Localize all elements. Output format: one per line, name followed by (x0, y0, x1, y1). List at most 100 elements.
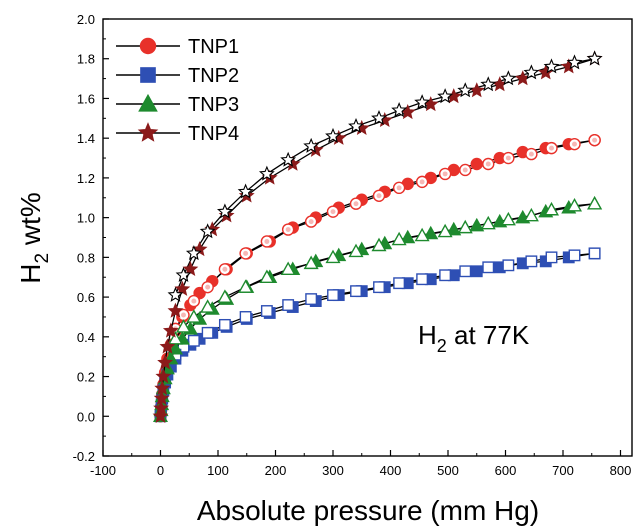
x-tick-label-3: 200 (265, 463, 287, 478)
data-point-tnp2-des-19 (187, 334, 200, 347)
y-tick-label-5: 0.8 (77, 250, 95, 265)
data-point-tnp4-des-5 (480, 76, 497, 92)
data-point-tnp1-des-12 (326, 205, 340, 218)
data-point-tnp1-des-1 (568, 137, 581, 151)
data-point-tnp1-des-15 (260, 235, 274, 248)
data-point-tnp3-ads-21 (400, 229, 416, 244)
data-point-tnp4-des-12 (325, 127, 341, 143)
data-point-tnp3-des-17 (217, 289, 233, 303)
data-point-tnp2-des-4 (502, 259, 515, 272)
data-point-tnp1-des-17 (218, 263, 232, 276)
y-tick-label-9: 1.6 (77, 91, 95, 106)
data-point-tnp3-des-14 (280, 261, 296, 276)
y-tick-label-7: 1.2 (77, 171, 95, 186)
data-point-tnp4-des-10 (371, 110, 387, 126)
series-line-tnp3-desorption (174, 203, 595, 340)
data-point-tnp1-des-2 (545, 141, 558, 155)
data-point-tnp4-des-3 (523, 64, 540, 80)
legend-label-tnp1: TNP1 (188, 36, 239, 58)
legend-symbol-tnp1 (139, 37, 157, 55)
legend-marker-tnp2 (140, 67, 156, 83)
data-point-tnp3-des-7 (437, 223, 453, 238)
data-point-tnp3-des-11 (348, 243, 364, 258)
data-point-tnp4-ads-24 (468, 82, 485, 98)
data-point-tnp2-des-6 (459, 265, 472, 278)
data-point-tnp1-des-5 (482, 157, 495, 171)
series-line-tnp3-adsorption (159, 203, 595, 417)
data-point-tnp2-des-5 (482, 261, 495, 274)
data-point-tnp4-des-11 (348, 117, 364, 133)
data-point-tnp4-des-2 (543, 58, 560, 74)
data-point-tnp3-des-19 (186, 309, 202, 323)
data-point-tnp2-des-3 (525, 255, 538, 268)
x-tick-label-5: 400 (380, 463, 402, 478)
data-point-tnp4-des-0 (586, 50, 603, 66)
legend-label-tnp4: TNP4 (188, 123, 239, 145)
y-tick-label-4: 0.6 (77, 290, 95, 305)
plot-layer (152, 50, 603, 423)
legend-entry-tnp1: TNP1 (116, 36, 239, 58)
data-point-tnp4-des-1 (566, 54, 583, 70)
data-point-tnp4-des-4 (500, 70, 517, 86)
series-line-tnp2-adsorption (159, 252, 595, 417)
data-point-tnp4-des-18 (199, 223, 216, 239)
data-point-tnp1-des-19 (187, 294, 201, 308)
data-point-tnp2-des-11 (350, 285, 362, 298)
data-point-tnp4-ads-8 (167, 302, 184, 318)
data-point-tnp1-des-16 (239, 247, 252, 260)
data-point-tnp2-des-16 (239, 311, 252, 323)
data-point-tnp4-des-13 (303, 137, 320, 153)
legend-symbol-tnp4 (137, 122, 159, 142)
data-point-tnp2-des-2 (545, 251, 558, 264)
data-point-tnp3-ads-24 (469, 217, 485, 232)
data-point-tnp3-des-15 (259, 269, 275, 283)
data-point-tnp1-des-10 (372, 189, 386, 202)
data-point-tnp3-des-0 (587, 195, 603, 210)
data-point-tnp3-ads-22 (423, 225, 439, 240)
legend-entry-tnp3: TNP3 (116, 93, 239, 116)
data-point-tnp1-des-11 (349, 197, 363, 210)
data-point-tnp3-des-9 (391, 231, 407, 246)
y-tick-label-3: 0.4 (77, 330, 95, 345)
y-tick-label-10: 1.8 (77, 52, 95, 67)
data-point-tnp4-des-7 (437, 88, 454, 104)
data-point-tnp1-des-3 (525, 147, 538, 161)
legend-entry-tnp2: TNP2 (116, 65, 239, 87)
data-point-tnp3-des-13 (303, 255, 319, 270)
data-point-tnp3-des-4 (500, 211, 516, 226)
data-point-tnp2-des-10 (373, 281, 385, 294)
legend-marker-tnp3 (138, 93, 158, 112)
data-point-tnp1-des-14 (281, 223, 295, 236)
y-tick-label-6: 1.0 (77, 211, 95, 226)
legend-label-tnp2: TNP2 (188, 65, 239, 87)
x-tick-label-1: 0 (157, 463, 164, 478)
data-point-tnp1-ads-24 (470, 157, 483, 171)
data-point-tnp4-des-17 (216, 203, 233, 219)
data-point-tnp1-des-13 (304, 215, 318, 228)
data-point-tnp2-des-15 (260, 305, 273, 317)
data-point-tnp3-des-1 (566, 197, 583, 212)
data-point-tnp2-des-7 (439, 269, 452, 282)
data-point-tnp1-des-7 (438, 167, 452, 181)
data-point-tnp2-des-18 (201, 326, 214, 339)
data-point-tnp4-des-21 (167, 286, 184, 302)
x-tick-label-2: 100 (207, 463, 229, 478)
x-tick-label-0: -100 (90, 463, 116, 478)
data-point-tnp3-des-6 (457, 219, 473, 234)
data-point-tnp4-des-16 (237, 183, 254, 199)
data-point-tnp2-des-8 (416, 273, 429, 286)
data-point-tnp4-ads-4 (155, 368, 172, 384)
data-point-tnp2-des-0 (588, 247, 601, 260)
legend-symbol-tnp2 (140, 67, 156, 83)
data-point-tnp2-des-1 (568, 249, 581, 262)
y-tick-label-2: 0.2 (77, 370, 95, 385)
x-tick-label-8: 700 (552, 463, 574, 478)
y-tick-label-0: -0.2 (73, 449, 95, 464)
data-point-tnp1-des-9 (392, 181, 406, 195)
data-point-tnp2-des-14 (282, 299, 295, 311)
data-point-tnp4-des-19 (185, 245, 202, 261)
y-tick-label-1: 0.0 (77, 409, 95, 424)
data-point-tnp3-des-5 (480, 215, 496, 230)
data-point-tnp4-ads-6 (159, 338, 176, 354)
data-point-tnp3-des-16 (238, 279, 254, 293)
